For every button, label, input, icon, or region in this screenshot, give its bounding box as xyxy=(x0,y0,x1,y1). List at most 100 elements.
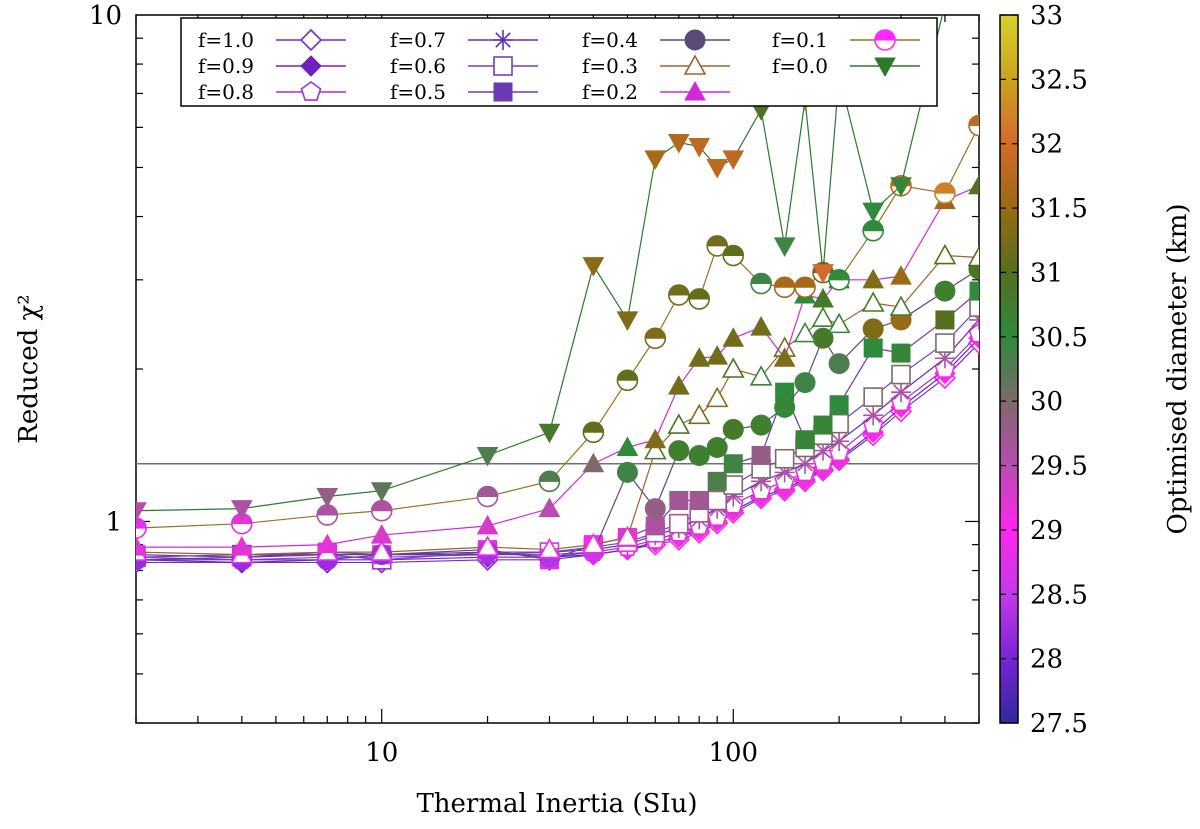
data-point xyxy=(616,369,639,392)
data-point xyxy=(616,525,639,547)
data-point xyxy=(795,430,815,450)
colorbar-tick-label: 31.5 xyxy=(1030,194,1088,224)
series-line xyxy=(136,254,979,556)
data-point xyxy=(616,436,639,456)
data-point xyxy=(538,470,561,493)
series-f=0.9 xyxy=(136,327,979,574)
data-point xyxy=(828,353,850,375)
data-point xyxy=(706,345,729,365)
data-point xyxy=(616,311,639,331)
data-point xyxy=(935,333,955,353)
legend-item: f=0.4 xyxy=(582,28,730,52)
data-point xyxy=(476,535,499,556)
data-point xyxy=(136,502,147,522)
data-point xyxy=(751,445,771,465)
data-point xyxy=(891,382,912,403)
data-point xyxy=(476,514,499,535)
data-point xyxy=(707,471,727,491)
series-layer xyxy=(136,15,979,574)
y-axis-title: Reduced χ² xyxy=(14,294,44,443)
colorbar-tick-label: 30.5 xyxy=(1030,323,1088,353)
data-point xyxy=(813,415,833,435)
legend-label: f=1.0 xyxy=(198,28,254,52)
series-f=0.2 xyxy=(136,174,979,556)
data-point xyxy=(944,15,946,16)
data-point xyxy=(862,268,885,289)
legend-marker xyxy=(683,54,707,75)
data-point xyxy=(749,365,773,386)
data-point xyxy=(968,114,979,137)
data-point xyxy=(773,347,796,367)
data-point xyxy=(705,386,729,408)
data-point xyxy=(644,498,666,520)
legend-item: f=0.0 xyxy=(772,54,920,78)
colorbar-gradient xyxy=(999,14,1019,724)
data-point xyxy=(969,297,979,317)
data-point xyxy=(891,343,911,363)
legend-item: f=0.2 xyxy=(582,80,730,104)
legend-item: f=1.0 xyxy=(198,28,346,52)
series-line xyxy=(136,290,979,561)
colorbar-tick-label: 28 xyxy=(1030,645,1063,675)
data-point xyxy=(687,403,711,425)
colorbar-tick-label: 27.5 xyxy=(1030,709,1088,739)
legend-label: f=0.8 xyxy=(198,80,254,104)
data-point xyxy=(706,436,728,458)
data-point xyxy=(582,452,605,473)
data-point xyxy=(689,490,709,510)
series-f=0.7 xyxy=(136,309,979,570)
legend-marker xyxy=(493,56,513,76)
x-axis-title: Thermal Inertia (SIu) xyxy=(416,789,697,819)
data-point xyxy=(793,321,817,343)
series-f=0.0 xyxy=(136,15,946,522)
legend-item: f=0.8 xyxy=(198,80,346,104)
data-point xyxy=(774,396,796,418)
data-point xyxy=(644,428,667,449)
data-point xyxy=(370,540,394,561)
data-point xyxy=(688,444,710,466)
data-point xyxy=(774,448,795,469)
data-point xyxy=(863,405,884,426)
data-point xyxy=(644,150,667,170)
data-point xyxy=(645,516,665,536)
legend-item: f=0.1 xyxy=(772,28,920,52)
series-line xyxy=(136,333,979,561)
plot-frame xyxy=(135,14,980,724)
legend-label: f=0.7 xyxy=(390,28,446,52)
legend-marker xyxy=(684,29,706,51)
data-point xyxy=(669,513,689,534)
legend-label: f=0.0 xyxy=(772,54,828,78)
legend-label: f=0.5 xyxy=(390,80,446,104)
data-point xyxy=(811,306,835,327)
data-point xyxy=(669,490,689,510)
data-point xyxy=(863,338,883,358)
data-point xyxy=(891,364,911,385)
data-point xyxy=(616,461,638,483)
data-point xyxy=(230,500,253,520)
data-point xyxy=(721,357,745,378)
data-point xyxy=(722,418,744,440)
legend-marker xyxy=(299,28,323,52)
series-line xyxy=(136,15,943,512)
data-point xyxy=(890,265,912,285)
data-point xyxy=(967,245,979,267)
data-point xyxy=(582,421,605,444)
series-line xyxy=(136,125,979,529)
data-point xyxy=(722,150,745,170)
legend-label: f=0.6 xyxy=(390,54,446,78)
legend-label: f=0.3 xyxy=(582,54,638,78)
colorbar-title: Optimised diameter (km) xyxy=(1163,203,1193,534)
data-point xyxy=(316,533,339,554)
data-point xyxy=(750,316,772,336)
colorbar: 27.5 28 28.5 29 29.5 30 30.5 31 31.5 32 32.5 33 xyxy=(999,1,1088,739)
data-point xyxy=(668,440,690,462)
data-point xyxy=(933,243,957,265)
x-tick-label: 10 xyxy=(365,738,398,768)
legend-marker xyxy=(684,80,706,101)
series-f=0.6 xyxy=(136,297,979,570)
legend-label: f=0.1 xyxy=(772,28,828,52)
data-point xyxy=(750,414,772,436)
data-point xyxy=(582,532,605,554)
data-point xyxy=(863,387,883,407)
